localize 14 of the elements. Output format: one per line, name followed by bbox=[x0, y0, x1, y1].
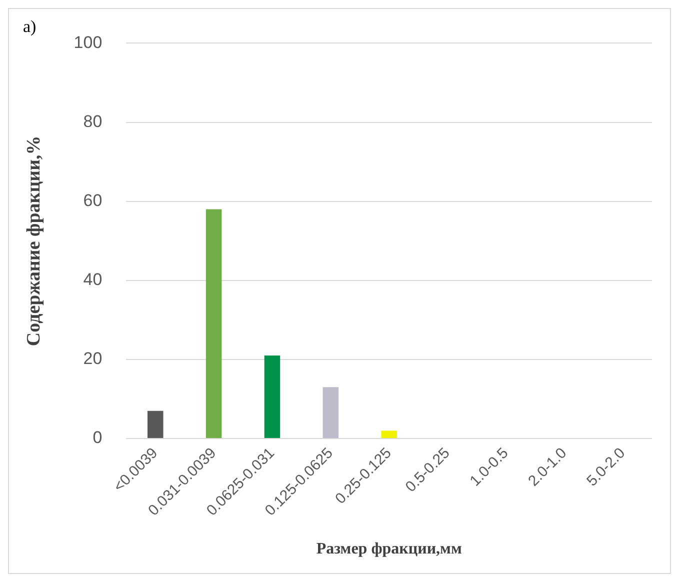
bar bbox=[147, 410, 164, 438]
y-tick-label: 80 bbox=[83, 112, 102, 131]
bar bbox=[322, 387, 339, 438]
bar bbox=[381, 430, 397, 438]
y-tick-label: 40 bbox=[83, 270, 102, 290]
y-tick-label: 20 bbox=[83, 349, 102, 368]
y-tick-label: 0 bbox=[92, 428, 102, 448]
y-tick-label: 60 bbox=[83, 191, 102, 210]
y-tick-label: 100 bbox=[74, 32, 102, 52]
y-axis-title: Содержание фракции,% bbox=[23, 136, 44, 346]
bar bbox=[264, 356, 280, 438]
bar bbox=[206, 209, 222, 438]
text: а) bbox=[23, 17, 36, 37]
x-axis-title: Размер фракции,мм bbox=[316, 540, 462, 558]
